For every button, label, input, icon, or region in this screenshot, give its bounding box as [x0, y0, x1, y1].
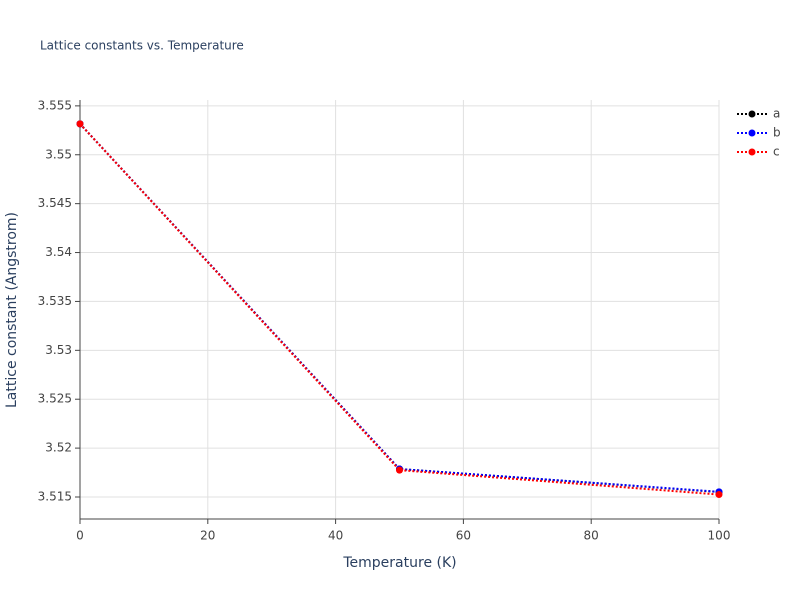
y-tick-label: 3.525	[38, 392, 72, 406]
legend-label: c	[773, 145, 780, 159]
chart-title: Lattice constants vs. Temperature	[40, 39, 244, 53]
legend-marker	[748, 148, 756, 156]
point	[76, 120, 84, 128]
y-tick-label: 3.55	[45, 147, 72, 161]
point	[396, 466, 403, 474]
series-line	[79, 123, 720, 494]
y-tick-label: 3.545	[38, 196, 72, 210]
series-line	[79, 123, 720, 496]
legend-marker	[748, 129, 756, 137]
y-tick-label: 3.53	[45, 343, 72, 357]
x-axis-label: Temperature (K)	[342, 555, 456, 571]
legend-label: b	[773, 126, 781, 140]
y-tick-label: 3.54	[45, 245, 72, 259]
y-tick-label: 3.52	[45, 441, 72, 455]
y-tick-label: 3.555	[38, 98, 72, 112]
legend-label: a	[773, 107, 780, 121]
point	[715, 491, 723, 499]
x-tick-label: 0	[76, 529, 84, 543]
x-tick-label: 80	[584, 529, 599, 543]
x-tick-label: 40	[328, 529, 343, 543]
x-tick-label: 60	[456, 529, 471, 543]
legend-marker	[748, 110, 756, 118]
y-tick-label: 3.515	[38, 489, 72, 503]
series-line	[79, 123, 720, 493]
y-axis-label: Lattice constant (Angstrom)	[4, 212, 20, 408]
x-tick-label: 100	[708, 529, 731, 543]
x-tick-label: 20	[200, 529, 215, 543]
y-tick-label: 3.535	[38, 294, 72, 308]
